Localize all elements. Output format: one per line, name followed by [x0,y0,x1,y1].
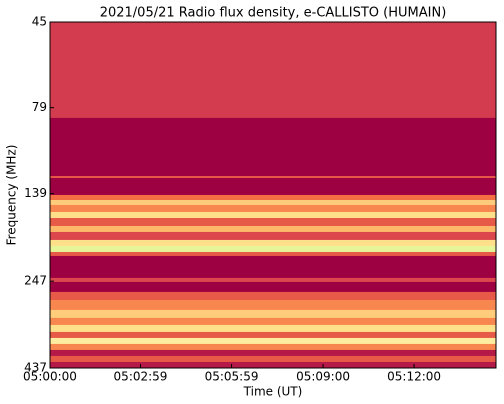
frequency-band [50,199,496,206]
chart-title: 2021/05/21 Radio flux density, e-CALLIST… [100,6,447,21]
frequency-band [50,217,496,227]
frequency-band [50,299,496,311]
y-tick-label: 45 [32,15,47,29]
x-tick-label: 05:02:59 [114,370,168,384]
y-tick-label: 79 [32,100,47,114]
frequency-band [50,204,496,213]
frequency-band [50,255,496,279]
frequency-band [50,239,496,247]
frequency-band [50,194,496,201]
frequency-band [50,225,496,233]
frequency-band [50,281,496,293]
y-axis-title: Frequency (MHz) [5,145,19,246]
frequency-band [50,177,496,196]
frequency-band [50,324,496,333]
y-tick-label: 247 [24,274,47,288]
frequency-band [50,349,496,357]
x-tick-label: 05:05:59 [205,370,259,384]
frequency-band [50,117,496,177]
frequency-band [50,277,496,283]
x-tick-label: 05:09:00 [296,370,350,384]
plot-area [50,22,496,369]
frequency-band [50,291,496,301]
frequency-band [50,331,496,339]
frequency-band [50,361,496,369]
x-tick-label: 05:00:00 [23,370,77,384]
frequency-band [50,337,496,345]
frequency-band [50,343,496,351]
frequency-band [50,355,496,363]
frequency-band [50,22,496,119]
frequency-band [50,211,496,219]
frequency-band [50,231,496,241]
y-tick-label: 139 [24,186,47,200]
frequency-band [50,176,496,179]
y-tick-label: 437 [24,361,47,375]
frequency-band [50,317,496,326]
x-axis-title: Time (UT) [243,385,303,399]
x-tick-label: 05:12:00 [387,370,441,384]
frequency-band [50,245,496,253]
frequency-band [50,251,496,257]
plot-frame [49,21,497,369]
frequency-band [50,309,496,319]
